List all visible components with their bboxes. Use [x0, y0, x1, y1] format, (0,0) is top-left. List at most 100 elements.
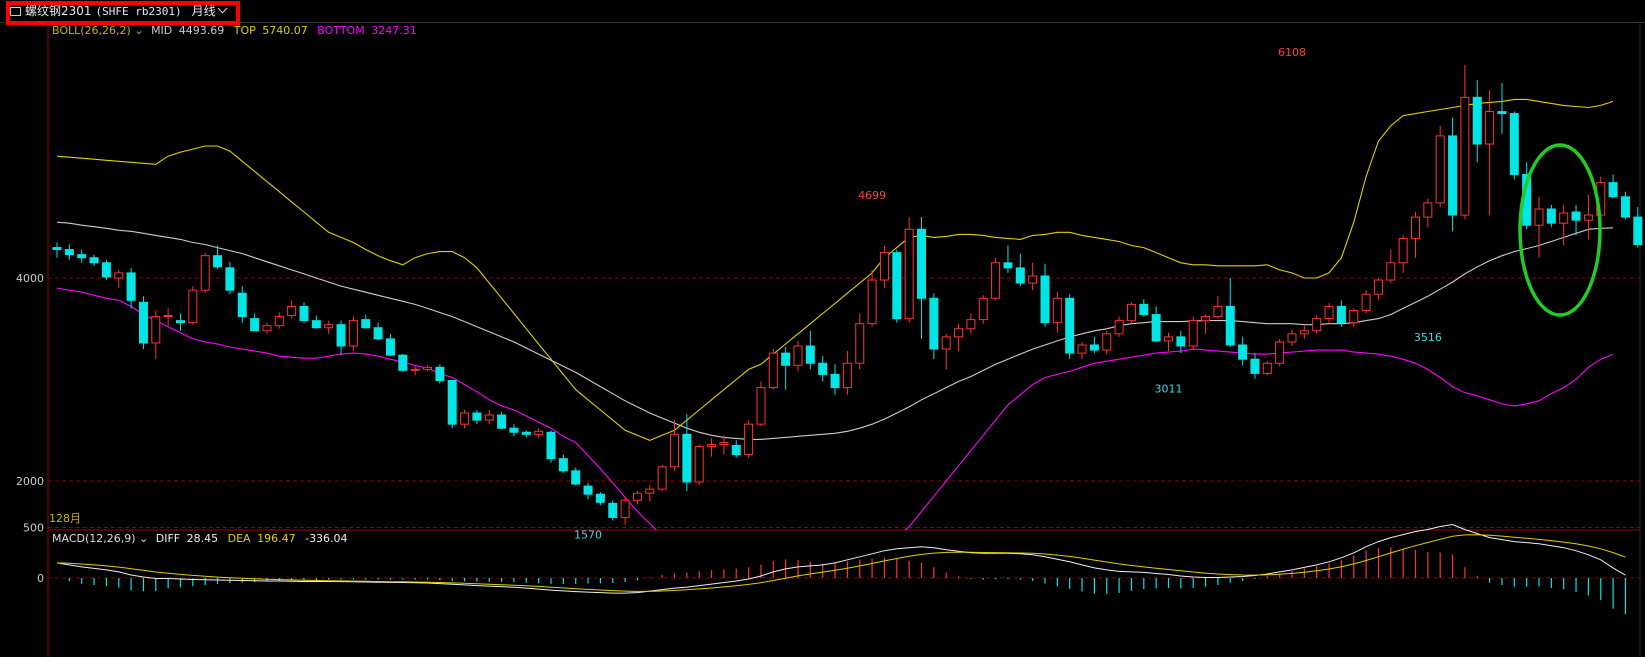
candle-body	[1003, 262, 1013, 269]
candle-body	[151, 316, 161, 344]
candle-body	[126, 272, 136, 301]
candle-body	[1386, 262, 1396, 281]
candle-body	[1176, 336, 1186, 347]
boll-label: BOLL(26,26,2)	[52, 24, 131, 37]
candle-body	[632, 492, 642, 501]
diff-line	[56, 523, 1626, 594]
boll-bottom-label: BOTTOM	[317, 24, 364, 37]
boll-mid-line	[56, 221, 1614, 440]
macd-label: MACD(12,26,9)	[52, 532, 136, 545]
candle-body	[1052, 297, 1062, 324]
macd-legend[interactable]: MACD(12,26,9) ⌄ DIFF 28.45 DEA 196.47 -3…	[52, 532, 348, 545]
candle-body	[1423, 202, 1433, 218]
candle-body	[77, 254, 87, 259]
extreme-label: 6108	[1278, 46, 1306, 59]
candle-body	[571, 470, 581, 485]
candle-body	[1299, 330, 1309, 335]
candle-body	[472, 412, 482, 421]
candle-body	[188, 289, 198, 324]
candle-body	[1238, 344, 1248, 360]
candle-body	[237, 292, 247, 318]
candle-body	[287, 305, 297, 317]
axis-tick-labels: 2000 4000 0 500	[16, 272, 44, 585]
candle-body	[497, 414, 507, 429]
candle-body	[1460, 96, 1470, 216]
macd-lines	[56, 523, 1626, 594]
candle-body	[1620, 196, 1630, 218]
candle-body	[620, 499, 630, 519]
boll-lines	[56, 98, 1614, 530]
candle-body	[978, 297, 988, 321]
diff-value: 28.45	[187, 532, 219, 545]
price-tick-label: 2000	[16, 475, 44, 488]
candle-body	[64, 249, 74, 256]
candle-body	[991, 262, 1001, 299]
candle-body	[361, 319, 371, 329]
symbol-title-highlight	[6, 1, 240, 25]
candle-body	[1275, 341, 1285, 364]
candle-body	[892, 252, 902, 320]
candle-body	[1225, 305, 1235, 346]
candle-body	[781, 352, 791, 366]
highlight-ellipse	[1518, 143, 1602, 317]
candle-body	[89, 257, 99, 264]
candle-body	[52, 247, 62, 251]
dea-line	[56, 534, 1626, 592]
candle-body	[225, 267, 235, 291]
candle-body	[805, 345, 815, 364]
candle-body	[1608, 182, 1618, 198]
candle-body	[176, 320, 185, 324]
candle-body	[1411, 216, 1420, 239]
candle-body	[917, 228, 926, 299]
candle-body	[954, 328, 964, 338]
candle-body	[1633, 216, 1643, 246]
candle-body	[1546, 208, 1556, 224]
candle-body	[1065, 297, 1075, 354]
period-label[interactable]: 月线	[191, 4, 216, 18]
candle-body	[1250, 358, 1260, 374]
dea-value: 196.47	[257, 532, 296, 545]
candle-body	[460, 412, 470, 425]
candle-body	[1324, 305, 1334, 320]
extreme-label: 1570	[574, 529, 602, 542]
candle-body	[583, 485, 593, 495]
candle-body	[595, 493, 605, 503]
candle-body	[447, 380, 457, 425]
candle-body	[1398, 237, 1408, 264]
candle-body	[1287, 333, 1297, 343]
contract-name: 螺纹钢2301	[25, 4, 92, 18]
candle-body	[941, 336, 951, 350]
top-bar: 螺纹钢2301 (SHFE rb2301) 月线	[0, 0, 1645, 25]
candle-body	[966, 319, 976, 330]
extreme-label: 4699	[858, 189, 886, 202]
candle-body	[1028, 275, 1038, 284]
candle-body	[830, 373, 840, 389]
boll-legend[interactable]: BOLL(26,26,2) ⌄ MID 4493.69 TOP 5740.07 …	[52, 24, 417, 37]
macd-chevron: ⌄	[139, 532, 148, 545]
candle-body	[213, 255, 223, 268]
candle-body	[682, 433, 692, 483]
price-gridlines	[48, 277, 1640, 579]
candle-body	[1139, 303, 1149, 316]
candle-body	[657, 466, 667, 490]
contract-symbol: (SHFE rb2301)	[95, 5, 182, 18]
chevron-down-icon[interactable]	[217, 3, 228, 14]
window-icon[interactable]	[10, 7, 21, 16]
candle-body	[867, 279, 877, 325]
candle-body	[1485, 111, 1495, 145]
candle-body	[842, 362, 852, 389]
diff-label: DIFF	[156, 532, 180, 545]
candle-body	[274, 316, 284, 327]
candle-body	[1077, 344, 1087, 354]
symbol-title[interactable]: 螺纹钢2301 (SHFE rb2301) 月线	[10, 3, 228, 19]
candle-body	[1262, 362, 1272, 374]
candle-body	[1040, 275, 1050, 324]
candle-body	[929, 297, 939, 350]
candle-body	[1015, 267, 1025, 284]
candle-body	[608, 502, 618, 519]
candle-body	[435, 366, 445, 382]
candle-body	[1102, 333, 1112, 351]
extreme-label: 3516	[1414, 331, 1442, 344]
boll-mid-value: 4493.69	[179, 24, 225, 37]
macd-value: -336.04	[305, 532, 347, 545]
